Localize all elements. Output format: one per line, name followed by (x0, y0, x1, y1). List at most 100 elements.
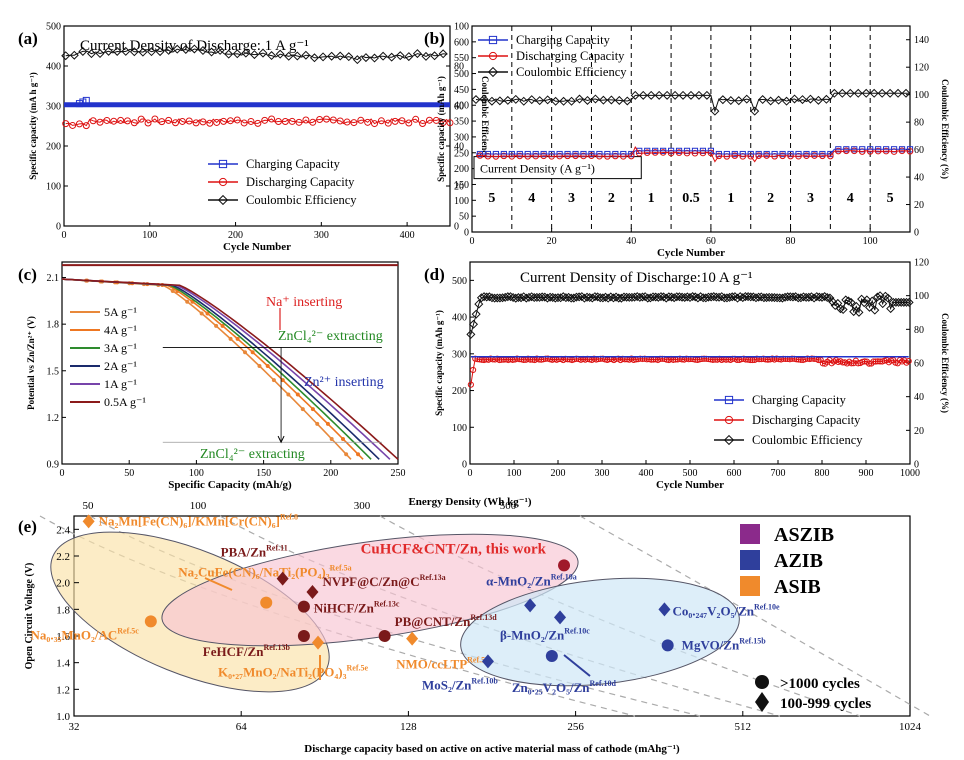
ce-marker (797, 95, 807, 105)
y-tick-label: 400 (46, 62, 61, 73)
point-ref: Ref.11 (266, 544, 288, 553)
y-tick-label: 100 (454, 196, 469, 207)
discharging-marker (110, 117, 118, 125)
y-tick-label: 500 (452, 276, 467, 287)
curve-marker (295, 392, 300, 397)
ce-marker (471, 95, 481, 105)
ce-marker (861, 88, 871, 98)
ce-marker (327, 51, 337, 61)
legend-swatch (740, 524, 760, 544)
ce-marker (717, 292, 727, 302)
point-ref: Ref.5c (117, 626, 139, 635)
ce-marker (630, 90, 640, 100)
x-tick-label: 256 (567, 721, 584, 733)
x-tick-label: 1000 (900, 468, 920, 479)
ce-marker (901, 297, 911, 307)
ce-marker (851, 301, 861, 311)
curve-marker (243, 350, 248, 355)
ce-marker (527, 95, 537, 105)
ce-marker (702, 90, 712, 100)
ce-marker (527, 292, 537, 302)
x-tick-label: 20 (547, 236, 557, 247)
legend-marker (218, 177, 228, 187)
ce-marker (559, 96, 569, 106)
y2-tick-label: 80 (914, 325, 924, 336)
y-tick-label: 400 (452, 313, 467, 324)
rate-segment-label: 5 (488, 191, 495, 206)
ce-marker (825, 293, 835, 303)
arrow-head (277, 435, 285, 444)
point-label: NiHCF/ZnRef.13c (314, 600, 400, 616)
discharging-marker (96, 118, 104, 126)
y-tick-label: 0.9 (47, 460, 60, 471)
point-ref: Ref.5e (347, 664, 369, 673)
rate-segment-label: 2 (608, 191, 615, 206)
ce-marker (774, 95, 784, 105)
ce-marker (853, 88, 863, 98)
y-tick-label: 500 (454, 69, 469, 80)
ce-marker (590, 94, 600, 104)
y2-tick-label: 120 (914, 63, 929, 74)
discharging-marker (206, 119, 214, 127)
x-tick-label: 200 (323, 468, 338, 479)
x-axis-title: Cycle Number (223, 241, 291, 253)
ce-marker (710, 106, 720, 116)
x-tick-label: 400 (400, 230, 415, 241)
y-tick-label: 1.6 (56, 631, 70, 643)
discharging-marker (226, 117, 234, 125)
x-tick-label: 600 (727, 468, 742, 479)
ce-marker (577, 292, 587, 302)
y2-tick-label: 60 (914, 359, 924, 370)
y-tick-label: 2.2 (56, 551, 70, 563)
ce-marker (318, 52, 328, 62)
ce-marker (904, 297, 914, 307)
point-name: Na₂CuFe(CN)₆/NaTi₂(PO₄)₃ (178, 565, 330, 580)
legend-label: >1000 cycles (780, 676, 860, 692)
series-discharging-line (65, 118, 451, 127)
point-label: Na₂Mn[Fe(CN)₆]/KMn[Cr(CN)₆]Ref.8 (99, 512, 298, 528)
point-label: MgVO/ZnRef.15b (682, 636, 767, 652)
rate-segment-label: 3 (568, 191, 575, 206)
ce-marker (718, 95, 728, 105)
y-tick-label: 0 (56, 222, 61, 233)
ce-marker (821, 94, 831, 104)
x-tick-label: 800 (815, 468, 830, 479)
panel-b: 0 20 40 60 80 1000501001502002503003504004505… (424, 25, 950, 259)
curve-marker (185, 299, 190, 304)
y-tick-label: 50 (459, 212, 469, 223)
curve-marker (310, 407, 315, 412)
discharging-marker (763, 152, 770, 159)
point-ref: Ref.13c (374, 600, 400, 609)
y2-tick-label: 100 (454, 22, 469, 33)
point-ref: Ref.13a (420, 573, 446, 582)
discharging-marker (391, 117, 399, 125)
y2-tick-label: 20 (454, 182, 464, 193)
ce-marker (901, 88, 911, 98)
y-axis-title: Specific capacity (mA h g⁻¹) (28, 72, 38, 179)
point-name: Na₂Mn[Fe(CN)₆]/KMn[Cr(CN)₆] (99, 513, 280, 528)
legend-label: Discharging Capacity (752, 413, 861, 427)
ce-marker (61, 51, 71, 61)
data-point (406, 631, 419, 646)
y-axis-title: Specific capacity (mAh g⁻¹) (434, 310, 444, 416)
ce-marker (678, 90, 688, 100)
x-tick-label: 900 (859, 468, 874, 479)
discharging-marker (192, 119, 200, 127)
ce-marker (869, 88, 879, 98)
discharging-marker (247, 117, 255, 125)
y-tick-label: 300 (452, 349, 467, 360)
curve-marker (228, 336, 233, 341)
ce-marker (258, 48, 268, 58)
legend-circle-marker (755, 675, 769, 689)
ce-marker (474, 299, 484, 309)
y-tick-label: 350 (454, 117, 469, 128)
discharging-marker (82, 122, 90, 130)
discharging-marker (446, 119, 454, 127)
point-name: NVPF@C/Zn@C (322, 574, 419, 589)
x-tick-label: 500 (683, 468, 698, 479)
ce-marker (640, 292, 650, 302)
annotation-arrow (204, 577, 233, 591)
ce-marker (694, 90, 704, 100)
data-point (378, 630, 391, 642)
ce-marker (466, 329, 476, 339)
